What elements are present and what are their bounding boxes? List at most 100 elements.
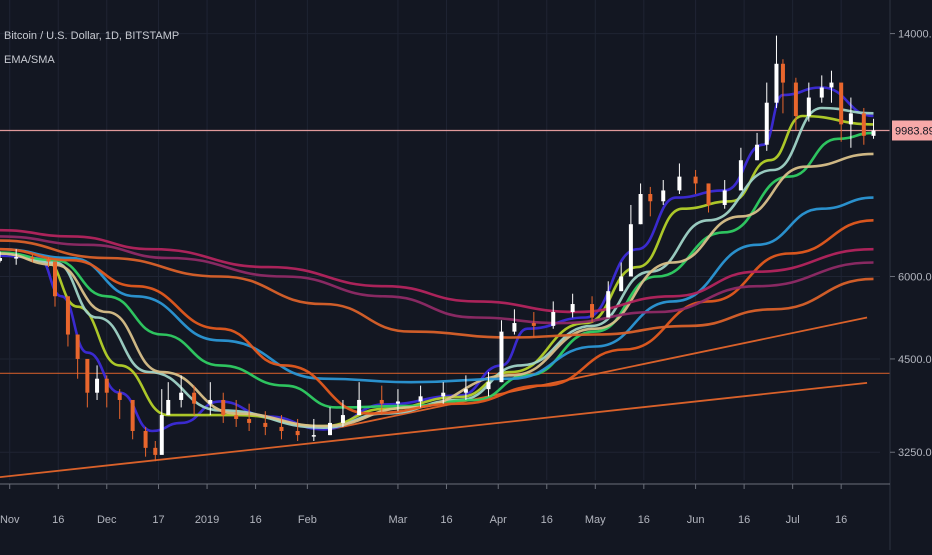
ma-series-line-6	[0, 196, 874, 384]
candle-body	[531, 323, 536, 326]
candle-body	[871, 130, 876, 136]
time-axis-label: Jun	[687, 514, 705, 526]
candle-body	[677, 176, 682, 191]
candle-body	[648, 194, 653, 202]
time-axis-label: 2019	[195, 514, 219, 526]
time-axis-label: 16	[638, 514, 650, 526]
candle-body	[638, 194, 643, 225]
candle-body	[512, 323, 517, 332]
candle-body	[247, 418, 252, 423]
candle-body	[130, 399, 135, 431]
price-axis-label: 14000.00	[898, 29, 932, 41]
time-axis-label: Mar	[388, 514, 407, 526]
candle-body	[357, 399, 362, 416]
candle-body	[95, 378, 100, 393]
candle-body	[159, 415, 164, 455]
legend: Bitcoin / U.S. Dollar, 1D, BITSTAMP EMA/…	[4, 28, 179, 68]
ma-series-line-9	[0, 235, 874, 325]
time-axis-label: May	[585, 514, 606, 526]
candle-body	[395, 401, 400, 404]
current-price-badge-bg	[892, 120, 932, 141]
candle-body	[486, 382, 491, 390]
candle-body	[441, 392, 446, 397]
ma-series-line-8	[0, 228, 874, 314]
candle-body	[328, 422, 332, 436]
ma-series-line-7	[0, 219, 874, 415]
current-price-badge: 9983.89	[892, 120, 932, 141]
candle-body	[463, 389, 468, 393]
candle-body	[848, 113, 853, 125]
time-axis-label: Feb	[298, 514, 317, 526]
candle-body	[819, 87, 824, 98]
candle-body	[499, 331, 504, 383]
candle-body	[738, 160, 743, 191]
candle-body	[0, 257, 2, 261]
candle-body	[774, 63, 779, 103]
time-axis-label: 16	[541, 514, 553, 526]
ma-series-line-10	[0, 239, 874, 339]
candle-body	[628, 224, 633, 277]
moving-average-series	[0, 86, 874, 433]
candle-body	[311, 435, 316, 437]
horizontal-levels	[0, 129, 890, 374]
candle-body	[570, 304, 575, 313]
candle-body	[234, 415, 239, 419]
price-axis-label: 3250.00	[898, 447, 932, 459]
candle-body	[764, 102, 769, 145]
candle-body	[551, 312, 556, 326]
candle-body	[806, 97, 811, 117]
candle-body	[295, 430, 300, 436]
time-axis-label: Dec	[97, 514, 117, 526]
candle-body	[14, 257, 19, 259]
candle-body	[75, 334, 80, 359]
candle-body	[192, 392, 197, 404]
ma-series-line-3	[0, 106, 874, 429]
candle-body	[861, 113, 866, 136]
time-axis-label: 16	[52, 514, 64, 526]
time-axis-label: 16	[440, 514, 452, 526]
candle-body	[104, 378, 109, 393]
candle-body	[221, 399, 226, 416]
price-axis-label: 4500.00	[898, 354, 932, 366]
candle-body	[279, 426, 284, 431]
trendline	[329, 316, 868, 431]
candle-body	[590, 304, 595, 318]
price-axis-label: 6000.00	[898, 271, 932, 283]
trendline	[0, 381, 868, 478]
candle-body	[755, 144, 760, 161]
candle-body	[179, 392, 184, 400]
candle-body	[829, 82, 834, 88]
candle-body	[340, 415, 345, 423]
time-axis-label: 17	[152, 514, 164, 526]
candles	[0, 35, 876, 462]
candle-body	[85, 358, 90, 393]
candle-body	[606, 291, 611, 318]
candle-body	[619, 276, 624, 292]
ma-series-line-4	[0, 131, 874, 409]
candle-body	[143, 430, 148, 448]
candle-body	[30, 257, 35, 259]
trendlines	[0, 316, 868, 478]
candle-body	[418, 396, 423, 402]
symbol-title: Bitcoin / U.S. Dollar, 1D, BITSTAMP	[4, 30, 180, 42]
candle-body	[117, 392, 122, 400]
candle-body	[379, 399, 384, 404]
time-axis-label: Nov	[0, 514, 20, 526]
candle-body	[53, 261, 57, 297]
time-axis-label: 16	[738, 514, 750, 526]
candle-body	[263, 422, 268, 427]
candle-body	[780, 63, 785, 83]
time-axis-label: Apr	[490, 514, 507, 526]
candle-body	[706, 183, 711, 205]
candle-body	[722, 190, 727, 205]
ma-series-line-1	[0, 86, 874, 433]
candle-body	[153, 447, 158, 455]
indicator-label: EMA/SMA	[4, 54, 55, 66]
time-axis-label: 16	[249, 514, 261, 526]
candle-body	[65, 296, 70, 335]
candle-body	[839, 82, 844, 125]
time-axis-label: Jul	[786, 514, 800, 526]
